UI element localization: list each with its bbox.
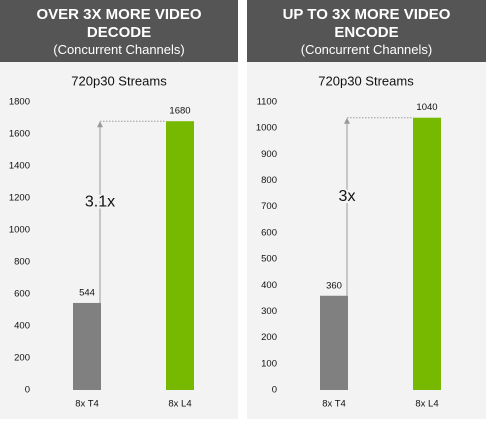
annotation: 3x [339, 188, 356, 205]
subtitle: (Concurrent Channels) [53, 42, 185, 57]
panel: OVER 3X MORE VIDEO DECODE (Concurrent Ch… [0, 0, 238, 419]
y-tick-label: 500 [261, 254, 277, 265]
x-tick-label: 8x L4 [415, 399, 438, 410]
chart: 720p30 Streams 0 100 200 300 400 500 600 700 800 9… [256, 73, 441, 410]
x-tick-label: 8x T4 [322, 399, 346, 410]
y-tick-label: 200 [14, 353, 30, 364]
y-tick-label: 800 [14, 257, 30, 268]
bar [320, 295, 348, 390]
y-tick-label: 300 [261, 306, 277, 317]
y-tick-label: 400 [14, 321, 30, 332]
header: OVER 3X MORE VIDEO DECODE (Concurrent Ch… [0, 0, 238, 62]
title: OVER 3X MORE VIDEO DECODE [36, 6, 202, 41]
y-tick-label: 700 [261, 201, 277, 212]
value-label: 1040 [416, 102, 437, 113]
header: UP TO 3X MORE VIDEO ENCODE (Concurrent C… [247, 0, 486, 62]
y-tick-label: 1200 [9, 193, 30, 204]
y-tick-label: 600 [261, 227, 277, 238]
arrow-head [344, 117, 350, 124]
y-tick-label: 900 [261, 149, 277, 160]
y-tick-label: 800 [261, 175, 277, 186]
x-tick-label: 8x T4 [75, 399, 99, 410]
bar [73, 302, 101, 390]
y-tick-label: 200 [261, 332, 277, 343]
subtitle: (Concurrent Channels) [300, 42, 433, 57]
y-tick-label: 0 [272, 385, 277, 396]
y-tick-label: 1800 [9, 97, 30, 108]
y-tick-label: 1400 [9, 161, 30, 172]
y-tick-label: 1600 [9, 129, 30, 140]
y-tick-label: 1100 [257, 97, 277, 108]
annotation: 3.1x [85, 193, 115, 210]
plot-title: 720p30 Streams [71, 73, 167, 88]
bar [166, 121, 194, 390]
y-tick-label: 100 [261, 358, 277, 369]
title: UP TO 3X MORE VIDEO ENCODE [282, 6, 451, 41]
x-tick-label: 8x L4 [168, 399, 191, 410]
arrow-head [97, 121, 103, 128]
y-tick-label: 1000 [9, 225, 30, 236]
chart: 720p30 Streams 0 200 400 600 800 1000 1200 1400 1… [9, 73, 194, 410]
y-tick-label: 600 [14, 289, 30, 300]
y-tick-label: 0 [25, 385, 30, 396]
plot-title: 720p30 Streams [318, 73, 414, 88]
value-label: 544 [79, 287, 95, 298]
value-label: 1680 [169, 106, 190, 117]
value-label: 360 [326, 280, 342, 291]
y-tick-label: 1000 [256, 123, 277, 134]
panel: UP TO 3X MORE VIDEO ENCODE (Concurrent C… [247, 0, 486, 419]
bar [413, 117, 441, 390]
y-tick-label: 400 [261, 280, 277, 291]
